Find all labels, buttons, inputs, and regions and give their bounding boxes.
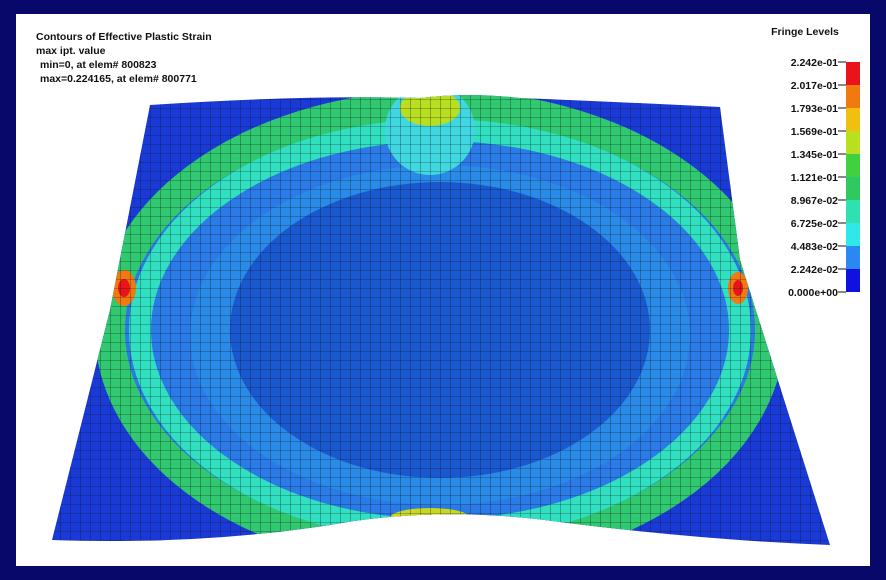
legend-level: 0.000e+00: [788, 287, 838, 299]
legend-level: 8.967e-02: [791, 195, 838, 207]
plot-title: Contours of Effective Plastic Strain: [36, 31, 212, 43]
viewport: Contours of Effective Plastic Strain max…: [0, 0, 886, 580]
legend-level: 1.121e-01: [791, 172, 838, 184]
contour-surface: [40, 80, 840, 565]
legend-swatch: [846, 269, 860, 292]
header-line: max=0.224165, at elem# 800771: [40, 73, 197, 85]
legend-level: 1.345e-01: [791, 149, 838, 161]
legend-swatch: [846, 200, 860, 223]
legend-title: Fringe Levels: [771, 26, 839, 38]
legend-level: 1.793e-01: [791, 103, 838, 115]
legend-swatch: [846, 177, 860, 200]
legend-level: 6.725e-02: [791, 218, 838, 230]
legend-swatch: [846, 62, 860, 85]
legend-level: 4.483e-02: [791, 241, 838, 253]
legend-swatch: [846, 223, 860, 246]
legend-level: 2.242e-01: [791, 57, 838, 69]
legend-swatch: [846, 108, 860, 131]
screenshot: Contours of Effective Plastic Strain max…: [0, 0, 886, 580]
header-line: min=0, at elem# 800823: [40, 59, 157, 71]
legend-level: 2.242e-02: [791, 264, 838, 276]
legend-swatch: [846, 154, 860, 177]
legend-swatch: [846, 131, 860, 154]
legend-level: 1.569e-01: [791, 126, 838, 138]
legend-swatch: [846, 246, 860, 269]
legend-swatch: [846, 85, 860, 108]
header-line: max ipt. value: [36, 45, 106, 57]
legend-level: 2.017e-01: [791, 80, 838, 92]
